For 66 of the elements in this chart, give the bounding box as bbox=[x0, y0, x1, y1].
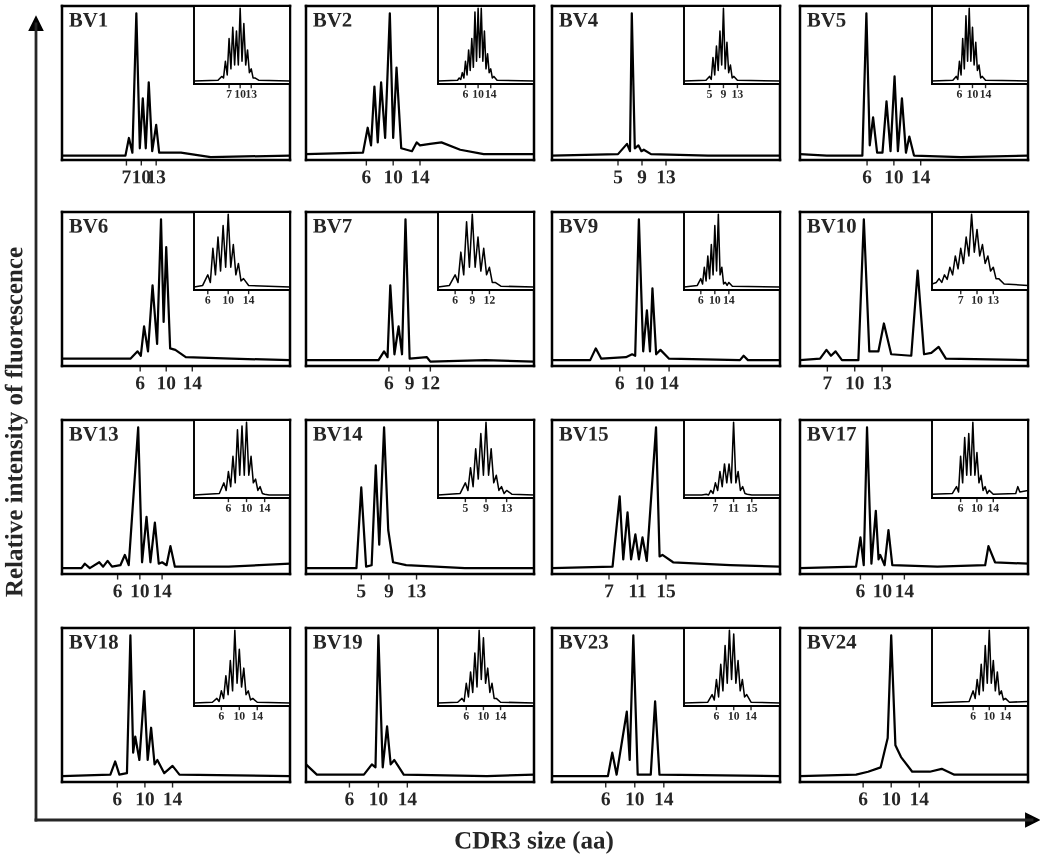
chart-title: BV5 bbox=[807, 12, 846, 27]
chart-title: BV1 bbox=[69, 12, 108, 27]
x-tick-label: 10 bbox=[846, 376, 864, 390]
x-tick-label: 10 bbox=[636, 376, 654, 390]
chart-title: BV24 bbox=[807, 634, 857, 649]
x-tick-label: 6 bbox=[113, 584, 122, 598]
x-tick-label: 6 bbox=[345, 792, 354, 806]
text: CDR3 size (aa) bbox=[455, 831, 613, 854]
x-tick-label: 9 bbox=[405, 376, 414, 390]
x-tick-label: 6 bbox=[862, 170, 872, 184]
x-tick-label: 14 bbox=[153, 584, 172, 598]
x-tick-label: 6 bbox=[362, 170, 371, 184]
x-tick-label: 9 bbox=[384, 584, 394, 598]
x-tick-label: 5 bbox=[357, 584, 366, 598]
x-tick-label: 10 bbox=[626, 792, 644, 806]
x-tick-label: 14 bbox=[660, 376, 679, 390]
x-tick-label: 6 bbox=[856, 584, 865, 598]
x-tick-label: 13 bbox=[873, 376, 892, 390]
x-tick-label: 5 bbox=[613, 170, 623, 184]
x-tick-label: 14 bbox=[896, 584, 914, 598]
x-tick-label: 6 bbox=[135, 376, 145, 390]
chart-title: BV10 bbox=[807, 218, 856, 233]
x-tick-label: 13 bbox=[408, 584, 426, 598]
x-tick-label: 14 bbox=[912, 170, 931, 184]
x-tick-label: 14 bbox=[911, 792, 929, 806]
x-tick-label: 10 bbox=[133, 170, 151, 184]
x-tick-label: 10 bbox=[158, 376, 176, 390]
chart-title: BV4 bbox=[559, 12, 598, 27]
x-tick-label: 10 bbox=[136, 792, 154, 806]
x-tick-label: 10 bbox=[883, 792, 901, 806]
text: Relative intensity of fluorescence bbox=[4, 247, 28, 597]
chart-title: BV7 bbox=[313, 218, 352, 233]
x-tick-label: 6 bbox=[601, 792, 611, 806]
x-tick-label: 13 bbox=[148, 170, 166, 184]
x-tick-label: 14 bbox=[184, 376, 202, 390]
x-tick-label: 9 bbox=[637, 170, 647, 184]
x-tick-label: 6 bbox=[113, 792, 122, 806]
x-tick-label: 13 bbox=[657, 170, 676, 184]
x-tick-label: 15 bbox=[657, 584, 676, 598]
x-tick-label: 6 bbox=[384, 376, 394, 390]
chart-title: BV23 bbox=[559, 634, 608, 649]
chart-title: BV15 bbox=[559, 426, 608, 441]
x-tick-label: 7 bbox=[823, 376, 832, 390]
chart-title: BV19 bbox=[313, 634, 362, 649]
x-tick-label: 10 bbox=[370, 792, 388, 806]
chart-title: BV18 bbox=[69, 634, 118, 649]
x-tick-label: 14 bbox=[399, 792, 417, 806]
x-tick-label: 12 bbox=[422, 376, 440, 390]
x-tick-label: 6 bbox=[615, 376, 625, 390]
chart-title: BV13 bbox=[69, 426, 118, 441]
x-tick-label: 10 bbox=[131, 584, 149, 598]
x-tick-label: 6 bbox=[858, 792, 868, 806]
chart-title: BV9 bbox=[559, 218, 598, 233]
x-tick-label: 10 bbox=[874, 584, 892, 598]
x-tick-label: 14 bbox=[655, 792, 674, 806]
x-tick-label: 7 bbox=[605, 584, 614, 598]
x-tick-label: 11 bbox=[629, 584, 646, 598]
chart-title: BV2 bbox=[313, 12, 352, 27]
x-tick-label: 10 bbox=[385, 170, 403, 184]
x-tick-label: 14 bbox=[411, 170, 430, 184]
chart-title: BV14 bbox=[313, 426, 363, 441]
x-tick-label: 14 bbox=[164, 792, 182, 806]
x-tick-label: 7 bbox=[122, 170, 131, 184]
chart-title: BV17 bbox=[807, 426, 857, 441]
x-tick-label: 10 bbox=[885, 170, 903, 184]
chart-title: BV6 bbox=[69, 218, 108, 233]
